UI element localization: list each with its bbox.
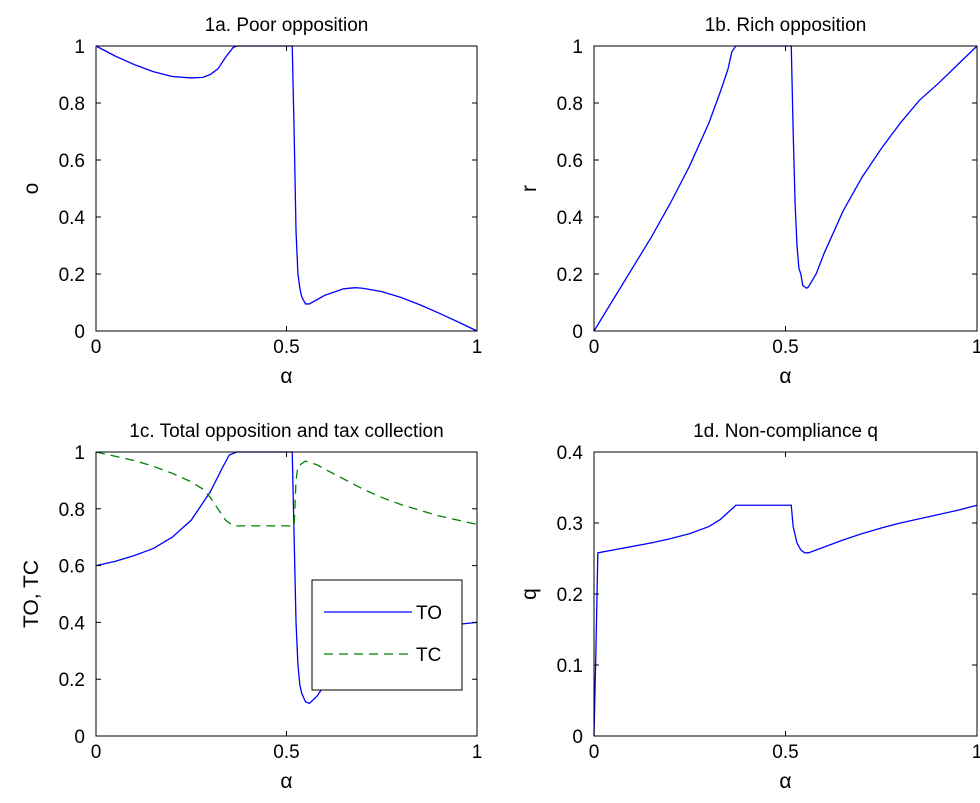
y-tick-label: 0.4 xyxy=(557,208,584,229)
legend-label-tc: TC xyxy=(416,645,441,666)
y-tick-label: 0.4 xyxy=(557,443,584,464)
y-axis-label: TO, TC xyxy=(20,560,43,628)
x-axis-label: α xyxy=(779,365,791,388)
x-axis-label: α xyxy=(779,770,791,793)
x-tick-label: 0.5 xyxy=(273,742,299,763)
x-tick-label: 0 xyxy=(91,742,102,763)
y-tick-label: 1 xyxy=(572,37,583,58)
y-tick-label: 0.2 xyxy=(557,585,583,606)
x-tick-label: 1 xyxy=(972,337,980,358)
legend-box xyxy=(311,579,463,691)
x-tick-label: 0 xyxy=(589,337,600,358)
plot-area-frame xyxy=(593,451,978,737)
series-line-1 xyxy=(593,504,978,737)
y-tick-label: 0.6 xyxy=(59,151,85,172)
x-axis-label: α xyxy=(280,365,292,388)
y-tick-label: 0.6 xyxy=(557,151,583,172)
y-tick-label: 0.2 xyxy=(557,265,583,286)
y-tick-label: 0.2 xyxy=(59,670,85,691)
y-tick-label: 0.4 xyxy=(59,613,86,634)
series-line-tc xyxy=(95,451,478,527)
y-tick-label: 0.2 xyxy=(59,265,85,286)
subplot-1c: 1c. Total opposition and tax collection 0… xyxy=(20,421,482,793)
y-axis-label: q xyxy=(518,588,541,600)
y-axis-label: r xyxy=(518,185,541,192)
chart-title: 1c. Total opposition and tax collection xyxy=(129,421,443,442)
y-tick-label: 0 xyxy=(572,727,583,748)
x-tick-label: 1 xyxy=(472,337,483,358)
x-tick-label: 0 xyxy=(91,337,102,358)
y-tick-label: 0.8 xyxy=(59,94,85,115)
y-tick-label: 0 xyxy=(572,322,583,343)
x-tick-label: 0 xyxy=(589,742,600,763)
y-tick-label: 0.1 xyxy=(557,656,583,677)
x-tick-label: 0.5 xyxy=(772,742,798,763)
y-tick-label: 0.8 xyxy=(557,94,583,115)
x-tick-label: 1 xyxy=(972,742,980,763)
y-tick-label: 1 xyxy=(74,37,85,58)
x-tick-label: 0.5 xyxy=(772,337,798,358)
subplot-1a: 1a. Poor opposition 0 0.5 1 0 0.2 0.4 0.6 0.8 1 α o xyxy=(20,15,482,388)
y-tick-label: 0 xyxy=(74,322,85,343)
y-tick-label: 0.3 xyxy=(557,514,583,535)
y-tick-label: 0.4 xyxy=(59,208,86,229)
plot-area-frame xyxy=(95,45,478,332)
chart-title: 1d. Non-compliance q xyxy=(693,421,878,442)
subplot-1d: 1d. Non-compliance q 0 0.5 1 0 0.1 0.2 0.3 0.4 α q xyxy=(518,421,980,793)
y-tick-label: 0 xyxy=(74,727,85,748)
series-line-1 xyxy=(95,45,478,332)
plot-area-frame xyxy=(593,45,978,332)
chart-title: 1b. Rich opposition xyxy=(705,15,867,36)
y-tick-label: 1 xyxy=(74,443,85,464)
x-tick-label: 1 xyxy=(472,742,483,763)
y-tick-label: 0.6 xyxy=(59,557,85,578)
y-axis-label: o xyxy=(20,183,43,195)
series-line-1 xyxy=(593,45,978,332)
legend: TO TC xyxy=(311,579,463,691)
legend-label-to: TO xyxy=(416,603,442,624)
subplot-1b: 1b. Rich opposition 0 0.5 1 0 0.2 0.4 0.6 0.8 1 α r xyxy=(518,15,980,388)
x-tick-label: 0.5 xyxy=(273,337,299,358)
x-axis-label: α xyxy=(280,770,292,793)
chart-title: 1a. Poor opposition xyxy=(205,15,369,36)
y-tick-label: 0.8 xyxy=(59,500,85,521)
